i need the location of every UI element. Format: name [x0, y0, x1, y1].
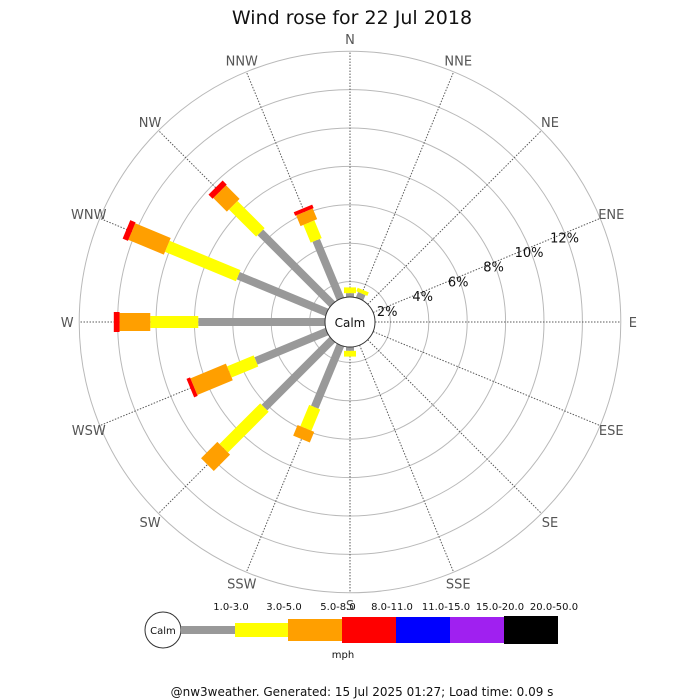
- calm-circle: Calm: [324, 296, 376, 348]
- spoke-wsw: [99, 331, 328, 427]
- legend-swatch-8.0-11.0: [342, 617, 396, 643]
- bar-nnw-bin-3: [293, 204, 314, 216]
- direction-label-e: E: [629, 316, 637, 331]
- spoke-nne: [359, 71, 455, 300]
- bar-ssw-bin-2: [293, 425, 315, 443]
- bar-wnw-bin-0: [236, 271, 329, 317]
- bar-wsw-bin-1: [227, 355, 259, 378]
- spoke-ssw: [245, 344, 341, 573]
- direction-label-w: W: [61, 316, 74, 331]
- direction-label-s: S: [346, 599, 354, 614]
- bar-nnw-bin-1: [303, 220, 322, 243]
- legend-label-8.0-11.0: 8.0-11.0: [371, 602, 413, 613]
- direction-label-nw: NW: [139, 116, 162, 131]
- bar-wnw-bin-2: [128, 223, 171, 255]
- spoke-sw: [158, 339, 333, 514]
- percent-tick-label: 12%: [550, 231, 579, 246]
- direction-label-ese: ESE: [599, 424, 624, 439]
- grid-ring: [78, 50, 622, 594]
- speed-legend: Calm mph 1.0-3.0 3.0-5.0 5.0-8.0 8.0-11.0 11…: [144, 602, 578, 661]
- bar-nne-bin-0: [355, 292, 366, 301]
- percent-tick-label: 10%: [515, 246, 544, 261]
- bar-wsw-bin-0: [254, 327, 329, 365]
- direction-label-nne: NNE: [444, 55, 472, 70]
- direction-label-sse: SSE: [446, 577, 471, 592]
- bar-nne-bin-1: [356, 287, 369, 296]
- bar-ssw-bin-1: [300, 404, 321, 431]
- spoke-nnw: [245, 71, 341, 300]
- bar-wnw-bin-3: [122, 220, 136, 241]
- direction-label-se: SE: [542, 516, 558, 531]
- wind-bars: [113, 180, 369, 471]
- calm-label: Calm: [335, 316, 366, 330]
- bar-wsw-bin-3: [186, 377, 198, 398]
- spoke-ne: [367, 130, 542, 305]
- legend-label-5.0-8.0: 5.0-8.0: [320, 602, 355, 613]
- bar-sw-bin-2: [201, 441, 231, 471]
- spoke-ene: [372, 217, 601, 313]
- legend-swatch-1.0-3.0: [181, 626, 235, 634]
- direction-label-ssw: SSW: [227, 577, 257, 592]
- percent-tick-label: 2%: [377, 305, 398, 320]
- spoke-se: [367, 339, 542, 514]
- spoke-nw: [158, 130, 333, 305]
- legend-label-15.0-20.0: 15.0-20.0: [476, 602, 524, 613]
- bar-nw-bin-3: [208, 180, 227, 199]
- direction-label-n: N: [345, 33, 355, 48]
- legend-calm-label: Calm: [150, 626, 176, 637]
- direction-label-wsw: WSW: [72, 424, 106, 439]
- legend-label-3.0-5.0: 3.0-5.0: [266, 602, 301, 613]
- percent-tick-label: 4%: [412, 290, 433, 305]
- legend-swatch-3.0-5.0: [235, 623, 288, 637]
- legend-label-1.0-3.0: 1.0-3.0: [213, 602, 248, 613]
- direction-label-ene: ENE: [598, 208, 624, 223]
- polar-grid: N NNE NE ENE E ESE SE SSE S SSW SW WSW W WNW NW NNW: [61, 33, 637, 614]
- direction-label-ne: NE: [541, 116, 559, 131]
- percent-tick-label: 8%: [483, 261, 504, 276]
- bar-sw-bin-1: [219, 403, 269, 453]
- spoke-sse: [359, 344, 455, 573]
- percent-tick-label: 6%: [448, 275, 469, 290]
- direction-label-nnw: NNW: [226, 55, 258, 70]
- bar-sw-bin-0: [261, 336, 336, 411]
- spoke-ese: [372, 331, 601, 427]
- bar-nnw-bin-0: [312, 238, 345, 301]
- direction-label-sw: SW: [139, 516, 160, 531]
- legend-swatch-20.0-50.0: [504, 616, 558, 644]
- legend-label-11.0-15.0: 11.0-15.0: [422, 602, 470, 613]
- legend-unit-label: mph: [332, 650, 354, 661]
- bar-wnw-bin-1: [164, 240, 241, 282]
- bar-nnw-bin-2: [296, 208, 318, 227]
- percent-ticks: 2% 4% 6% 8% 10% 12%: [377, 231, 579, 319]
- bar-nw-bin-0: [257, 229, 336, 308]
- bar-wsw-bin-2: [190, 363, 233, 395]
- bar-nw-bin-2: [213, 185, 240, 212]
- bar-ssw-bin-0: [311, 343, 345, 409]
- legend-swatch-5.0-8.0: [288, 619, 342, 641]
- direction-label-wnw: WNW: [71, 208, 107, 223]
- footer-text: @nw3weather. Generated: 15 Jul 2025 01:2…: [171, 685, 554, 699]
- chart-title: Wind rose for 22 Jul 2018: [232, 7, 472, 29]
- legend-swatch-11.0-15.0: [396, 617, 450, 643]
- legend-label-20.0-50.0: 20.0-50.0: [530, 602, 578, 613]
- bar-nw-bin-1: [228, 200, 265, 237]
- legend-swatch-15.0-20.0: [450, 617, 504, 643]
